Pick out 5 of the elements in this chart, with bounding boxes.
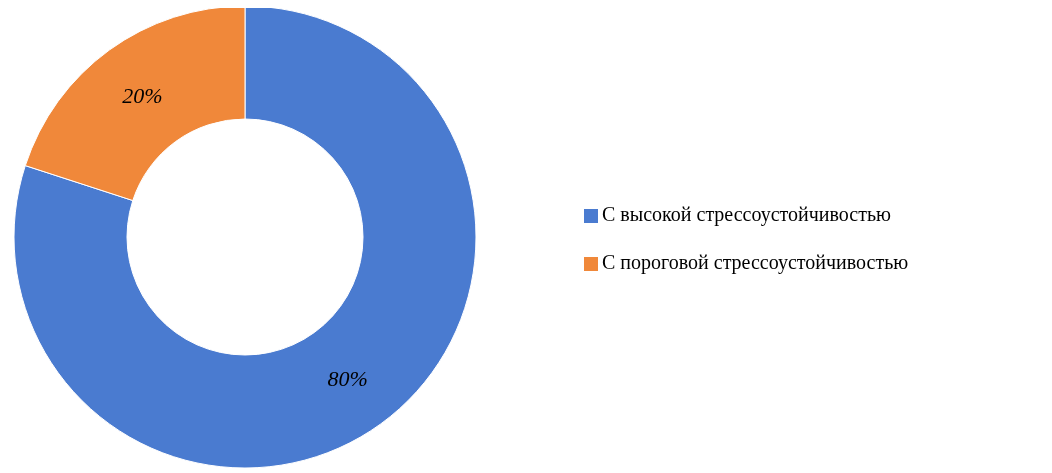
- legend-label: С высокой стрессоустойчивостью: [602, 203, 892, 225]
- donut-slice: [13, 8, 477, 468]
- legend-label: С пороговой стрессоустойчивостью: [602, 251, 909, 273]
- data-label: 80%: [327, 365, 368, 391]
- data-label: 20%: [122, 83, 163, 109]
